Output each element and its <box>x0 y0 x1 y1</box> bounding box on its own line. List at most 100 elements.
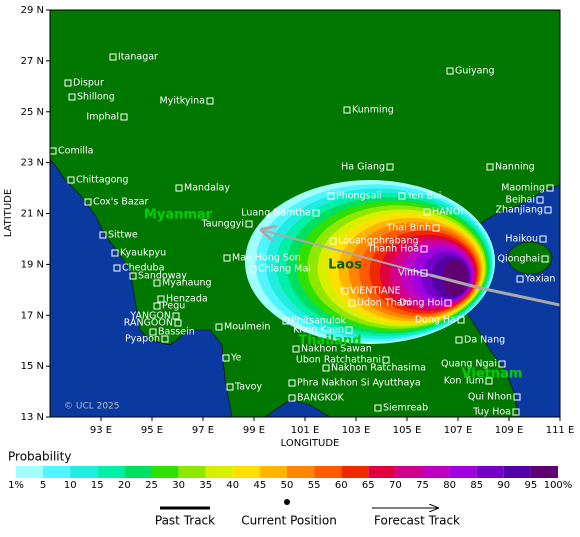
city-label: HANOI <box>432 207 463 218</box>
legend-label: 30 <box>172 480 185 491</box>
city-marker <box>120 113 128 121</box>
city-marker <box>206 97 214 105</box>
legend-swatch <box>341 466 369 478</box>
city-label: Yaxian <box>524 274 555 285</box>
city-marker <box>485 377 493 385</box>
city-marker <box>288 379 296 387</box>
city-label: Tavoy <box>234 382 262 393</box>
city-label: Nakhon Sawan <box>301 344 372 355</box>
map-area: Itanagar Dispur Shillong Imphal Guiyang Myitk… <box>50 10 560 417</box>
city-marker <box>398 192 406 200</box>
city-label: Phra Nakhon Si Ayutthaya <box>297 378 421 389</box>
city-marker <box>245 220 253 228</box>
city-label: Vinh <box>398 268 419 279</box>
legend-label: 75 <box>416 480 429 491</box>
city-label: Nanning <box>495 162 535 173</box>
city-label: Shillong <box>77 92 115 103</box>
city-marker <box>446 67 454 75</box>
legend-label: 35 <box>199 480 212 491</box>
legend-swatch <box>476 466 504 478</box>
lat-tick-label: 17 N <box>21 310 44 321</box>
legend-swatch <box>124 466 152 478</box>
lon-tick-label: 109 E <box>495 425 524 436</box>
city-marker <box>222 354 230 362</box>
city-marker <box>432 224 440 232</box>
lat-tick-label: 25 N <box>21 107 44 118</box>
lat-tick-label: 15 N <box>21 361 44 372</box>
legend-swatch <box>205 466 233 478</box>
city-label: Quang Ngai <box>441 359 497 370</box>
city-label: Chittagong <box>76 175 128 186</box>
city-marker <box>423 208 431 216</box>
past-track <box>429 273 560 307</box>
legend-item: Past Track <box>155 514 215 528</box>
city-label: Kunming <box>352 105 394 116</box>
city-marker <box>172 312 180 320</box>
city-label: Sandoway <box>138 271 187 282</box>
city-label: Ha Giang <box>341 162 385 173</box>
lat-tick-label: 29 N <box>21 5 44 16</box>
latitude-label: LATITUDE <box>3 189 14 237</box>
legend-swatch <box>70 466 98 478</box>
legend-swatch <box>530 466 558 478</box>
city-marker <box>84 198 92 206</box>
city-label: Yen Bai <box>406 191 441 202</box>
city-marker <box>215 323 223 331</box>
country-label: Thailand <box>298 334 361 349</box>
legend-swatch <box>422 466 450 478</box>
lon-tick-label: 95 E <box>141 425 163 436</box>
longitude-label: LONGITUDE <box>281 438 340 449</box>
city-marker <box>546 184 554 192</box>
city-label: Chiang Mai <box>258 264 311 275</box>
city-label: Taunggyi <box>201 219 244 230</box>
city-marker <box>109 53 117 61</box>
lat-tick-label: 19 N <box>21 259 44 270</box>
cities: Itanagar Dispur Shillong Imphal Guiyang Myitk… <box>50 52 555 417</box>
city-label: Louangphrabang <box>338 236 419 247</box>
city-label: Udon Thani <box>357 298 411 309</box>
city-marker <box>175 184 183 192</box>
legend-swatch <box>503 466 531 478</box>
city-label: Cheduba <box>122 263 164 274</box>
legend-swatch <box>43 466 71 478</box>
city-marker <box>157 295 165 303</box>
legend-label: 50 <box>281 480 294 491</box>
legend-label: 55 <box>308 480 321 491</box>
city-label: Mae Hong Son <box>232 253 301 264</box>
city-marker <box>345 326 353 334</box>
city-marker <box>329 237 337 245</box>
legend-label: 5 <box>40 480 46 491</box>
city-marker <box>312 209 320 217</box>
legend-label: 20 <box>118 480 131 491</box>
city-label: RANGOON <box>124 318 173 329</box>
lon-tick-label: 97 E <box>192 425 214 436</box>
city-marker <box>64 79 72 87</box>
city-marker <box>113 264 121 272</box>
city-marker <box>67 176 75 184</box>
city-marker <box>420 245 428 253</box>
city-label: Luang Namtha <box>241 208 311 219</box>
city-label: Ye <box>230 353 242 364</box>
city-marker <box>455 336 463 344</box>
lon-tick-label: 99 E <box>243 425 265 436</box>
legend-label: 40 <box>226 480 239 491</box>
city-label: Haikou <box>505 234 538 245</box>
city-label: Guiyang <box>455 66 495 77</box>
legend-swatch <box>16 466 44 478</box>
city-marker <box>386 163 394 171</box>
legend-label: 15 <box>91 480 104 491</box>
city-label: Thai Binh <box>385 223 431 234</box>
city-label: Beihai <box>506 195 535 206</box>
city-label: Nakhon Ratchasima <box>331 363 426 374</box>
city-marker <box>249 265 257 273</box>
legend-swatch <box>368 466 396 478</box>
city-marker <box>226 383 234 391</box>
probability-field <box>245 180 495 344</box>
legend-label: 90 <box>497 480 510 491</box>
city-marker <box>111 249 119 257</box>
city-label: Phongsali <box>336 191 382 202</box>
hainan <box>507 241 553 275</box>
lat-tick-label: 23 N <box>21 158 44 169</box>
city-marker <box>322 364 330 372</box>
